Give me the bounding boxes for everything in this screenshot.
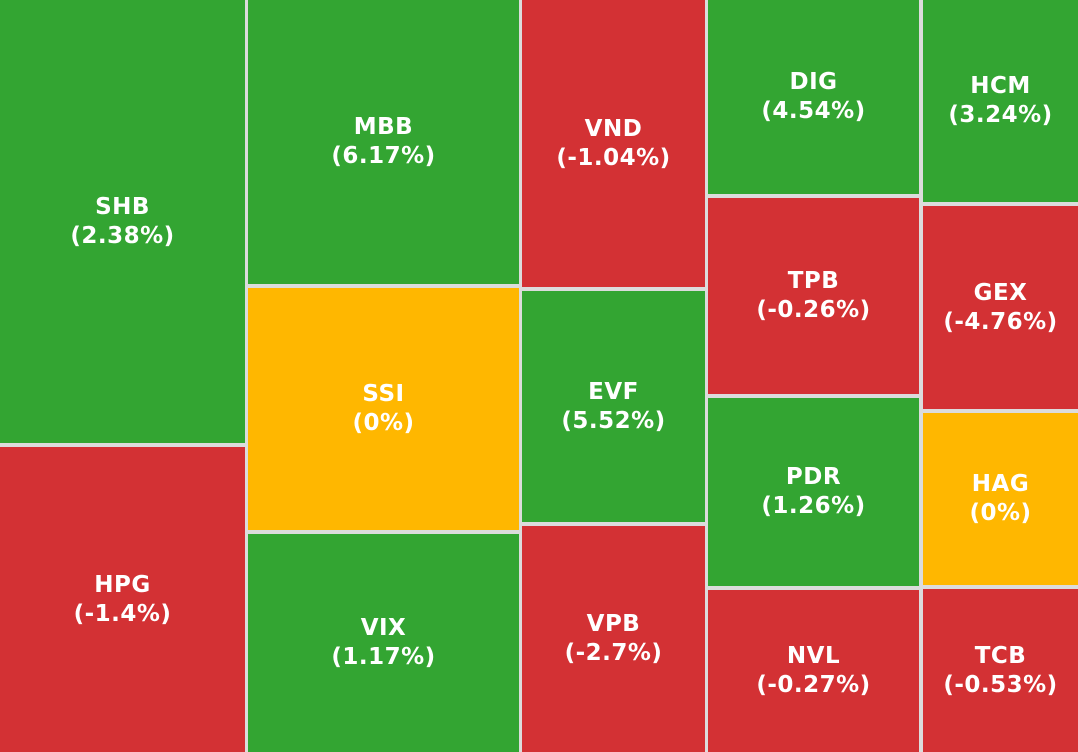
stock-tile[interactable]: MBB (6.17%): [248, 0, 519, 284]
stock-tile[interactable]: VPB (-2.7%): [522, 526, 705, 752]
stock-tile[interactable]: HPG (-1.4%): [0, 447, 245, 752]
stock-tile[interactable]: DIG (4.54%): [708, 0, 919, 194]
ticker: VND: [584, 115, 643, 142]
change-percent: (1.17%): [331, 644, 436, 670]
ticker: VIX: [360, 615, 407, 641]
ticker: TPB: [787, 268, 840, 294]
change-percent: (0%): [352, 410, 415, 436]
ticker: SHB: [95, 193, 150, 220]
ticker: PDR: [785, 464, 842, 490]
ticker: HCM: [970, 73, 1031, 99]
ticker: HAG: [971, 471, 1030, 497]
ticker: HPG: [94, 571, 151, 598]
stock-tile[interactable]: PDR (1.26%): [708, 398, 919, 586]
stock-tile[interactable]: VND (-1.04%): [522, 0, 705, 287]
ticker: GEX: [973, 279, 1028, 306]
stock-tile[interactable]: VIX (1.17%): [248, 534, 519, 752]
change-percent: (0%): [969, 500, 1032, 526]
change-percent: (1.26%): [761, 493, 866, 519]
ticker: MBB: [353, 114, 414, 140]
change-percent: (-1.4%): [73, 600, 172, 627]
change-percent: (-4.76%): [943, 308, 1058, 335]
change-percent: (4.54%): [761, 98, 866, 124]
change-percent: (-0.53%): [943, 671, 1058, 698]
change-percent: (-0.26%): [756, 297, 871, 323]
ticker: SSI: [362, 381, 405, 407]
stock-tile[interactable]: GEX (-4.76%): [923, 206, 1078, 409]
ticker: DIG: [789, 69, 838, 95]
change-percent: (5.52%): [561, 407, 666, 434]
stock-tile[interactable]: HCM (3.24%): [923, 0, 1078, 202]
ticker: TCB: [974, 642, 1027, 669]
change-percent: (-0.27%): [756, 672, 871, 698]
stock-tile[interactable]: HAG (0%): [923, 413, 1078, 585]
ticker: VPB: [586, 611, 641, 637]
stock-tile[interactable]: NVL (-0.27%): [708, 590, 919, 752]
ticker: EVF: [588, 378, 639, 405]
stock-tile[interactable]: SHB (2.38%): [0, 0, 245, 443]
change-percent: (6.17%): [331, 143, 436, 169]
change-percent: (-1.04%): [556, 144, 671, 171]
change-percent: (-2.7%): [564, 640, 663, 666]
stock-tile[interactable]: SSI (0%): [248, 288, 519, 530]
ticker: NVL: [786, 643, 841, 669]
stock-tile[interactable]: TCB (-0.53%): [923, 589, 1078, 752]
stock-tile[interactable]: EVF (5.52%): [522, 291, 705, 522]
change-percent: (2.38%): [70, 222, 175, 249]
change-percent: (3.24%): [948, 102, 1053, 128]
stock-tile[interactable]: TPB (-0.26%): [708, 198, 919, 394]
